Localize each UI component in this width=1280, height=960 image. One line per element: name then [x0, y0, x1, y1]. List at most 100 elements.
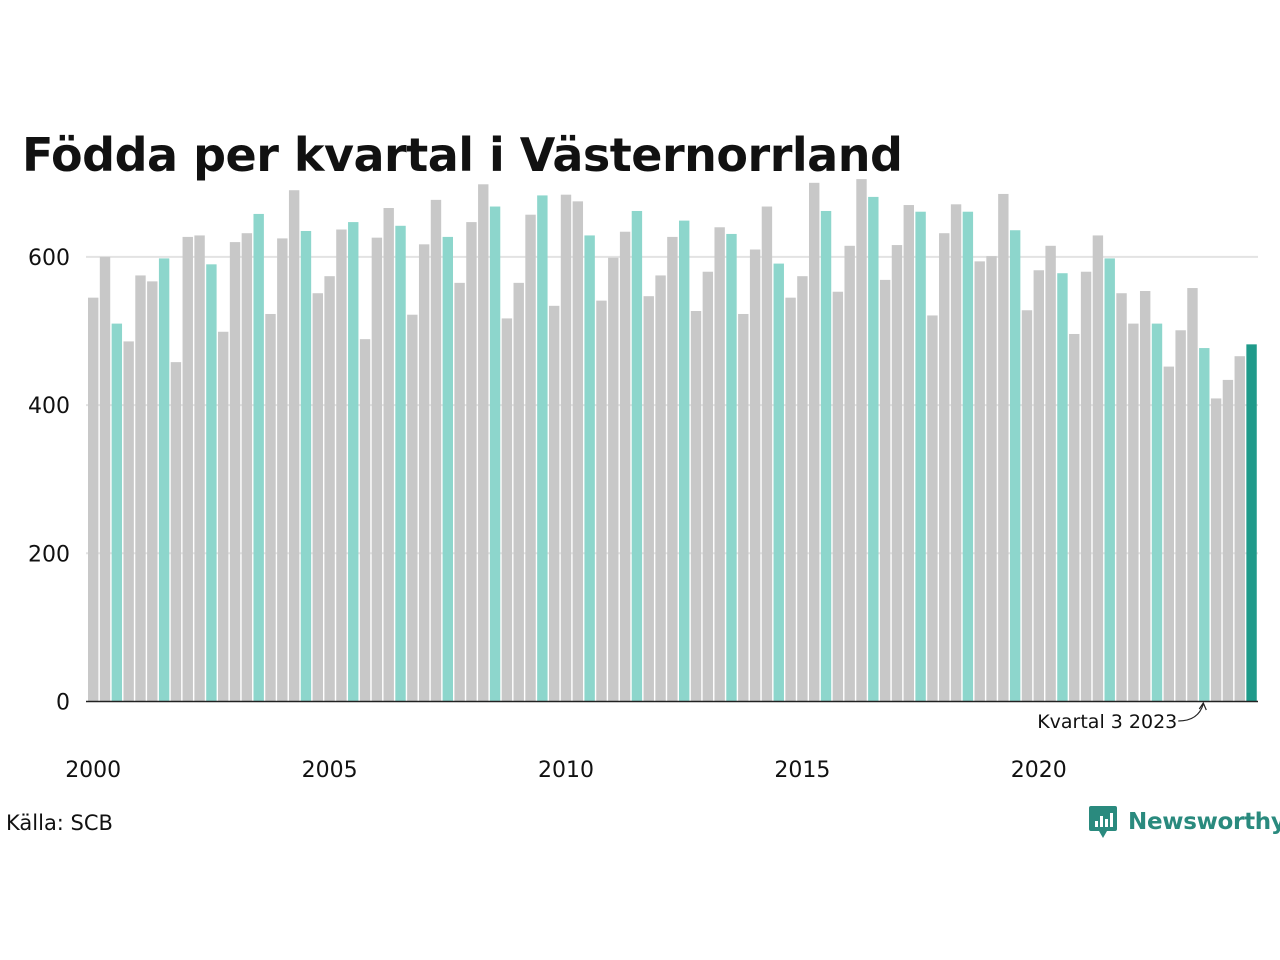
bar-2021-q4	[1116, 293, 1127, 702]
y-tick-labels: 0 200 400 600	[28, 246, 70, 716]
bar-2015-q3	[820, 210, 832, 702]
bar-2005-q4	[359, 339, 371, 702]
bar-2013-q1	[702, 271, 714, 702]
bar-2019-q1	[986, 256, 997, 702]
bar-2003-q4	[265, 313, 276, 702]
bar-2024-q2	[1234, 356, 1245, 702]
bar-2014-q1	[749, 249, 761, 702]
x-tick-label-2015: 2015	[774, 758, 830, 783]
x-tick-label-2005: 2005	[302, 758, 358, 783]
bar-2011-q3	[631, 210, 643, 702]
bar-2011-q4	[643, 296, 654, 702]
bar-2001-q1	[135, 275, 146, 702]
y-tick-label: 200	[28, 542, 70, 567]
bar-2020-q1	[1033, 270, 1044, 702]
bar-2020-q4	[1069, 333, 1080, 702]
annotation: Kvartal 3 2023	[1037, 701, 1207, 733]
bar-2021-q2	[1092, 235, 1104, 702]
bar-2004-q3	[300, 230, 312, 702]
bar-2012-q1	[655, 275, 666, 702]
bar-2010-q1	[560, 194, 572, 702]
bar-2004-q2	[288, 190, 300, 702]
bar-2009-q1	[513, 282, 524, 702]
bar-2017-q3	[915, 211, 926, 702]
bar-2000-q1	[88, 297, 99, 702]
bar-2009-q3	[537, 195, 548, 702]
bar-2016-q2	[856, 179, 867, 702]
bar-2002-q1	[182, 236, 193, 702]
bar-2005-q2	[336, 229, 347, 702]
bar-2015-q4	[832, 291, 844, 702]
bar-2002-q4	[218, 331, 229, 702]
bar-2008-q4	[501, 318, 513, 702]
bar-2003-q1	[229, 242, 241, 702]
bar-2004-q4	[312, 293, 323, 702]
bar-2010-q2	[572, 201, 584, 702]
bar-2013-q4	[738, 313, 749, 702]
bar-2012-q3	[679, 220, 690, 702]
bar-2016-q4	[879, 279, 891, 702]
bar-2016-q3	[868, 196, 879, 702]
bar-2006-q1	[371, 237, 383, 702]
bar-2011-q1	[608, 257, 619, 702]
bar-2003-q2	[241, 233, 253, 702]
bar-2007-q4	[454, 282, 465, 702]
bar-2002-q3	[206, 264, 217, 702]
bar-2017-q1	[891, 245, 903, 702]
bar-2007-q2	[430, 199, 442, 702]
bar-2003-q3	[253, 213, 264, 702]
bar-2018-q4	[974, 261, 985, 702]
bar-2024-q1	[1222, 379, 1234, 702]
bar-2007-q1	[418, 244, 430, 702]
bar-2023-q4	[1210, 398, 1222, 702]
bar-2011-q2	[619, 231, 631, 702]
bar-2004-q1	[277, 238, 288, 702]
bar-2015-q1	[797, 276, 808, 702]
bar-2018-q1	[939, 233, 950, 702]
y-tick-label: 600	[28, 246, 70, 271]
bars	[88, 179, 1257, 702]
bar-2019-q4	[1021, 310, 1033, 702]
bar-2009-q4	[548, 305, 560, 702]
bar-2019-q3	[1009, 230, 1021, 702]
bar-2023-q3	[1199, 348, 1210, 702]
bar-2000-q2	[99, 256, 111, 702]
bar-2005-q3	[348, 222, 359, 702]
bar-2018-q2	[950, 204, 962, 702]
x-tick-label-2020: 2020	[1011, 758, 1067, 783]
bar-2012-q4	[690, 311, 702, 702]
bar-2002-q2	[194, 235, 205, 702]
bar-2005-q1	[324, 276, 335, 702]
bar-2022-q3	[1151, 323, 1163, 702]
bar-2010-q4	[596, 300, 607, 702]
bar-2023-q2	[1187, 288, 1198, 702]
bar-2022-q2	[1139, 291, 1151, 702]
source-label: Källa: SCB	[6, 811, 113, 835]
bar-2008-q2	[478, 184, 489, 702]
bar-2014-q3	[773, 263, 784, 702]
bar-2007-q3	[442, 236, 453, 702]
bar-2006-q4	[407, 314, 418, 702]
newsworthy-logo-icon	[1089, 806, 1117, 838]
bar-2013-q3	[726, 233, 737, 702]
y-tick-label: 400	[28, 394, 70, 419]
bar-2015-q2	[809, 182, 820, 702]
x-tick-labels: 2000 2005 2010 2015 2020	[65, 758, 1067, 783]
chart-title: Födda per kvartal i Västernorrland	[22, 128, 903, 182]
bar-2018-q3	[962, 211, 974, 702]
bar-2001-q2	[147, 281, 158, 702]
bar-2009-q2	[525, 214, 536, 702]
bar-2000-q3	[111, 323, 123, 702]
bar-2001-q3	[158, 258, 170, 702]
bar-2001-q4	[170, 362, 182, 702]
bar-2016-q1	[844, 245, 855, 702]
x-tick-label-2010: 2010	[538, 758, 594, 783]
brand-name: Newsworthy	[1128, 809, 1280, 835]
bar-2006-q3	[395, 225, 406, 702]
brand-logo: Newsworthy	[1088, 804, 1280, 840]
bar-2020-q2	[1045, 245, 1056, 702]
x-tick-label-2000: 2000	[65, 758, 121, 783]
annotation-label: Kvartal 3 2023	[1037, 711, 1177, 733]
y-tick-label: 0	[56, 691, 70, 716]
